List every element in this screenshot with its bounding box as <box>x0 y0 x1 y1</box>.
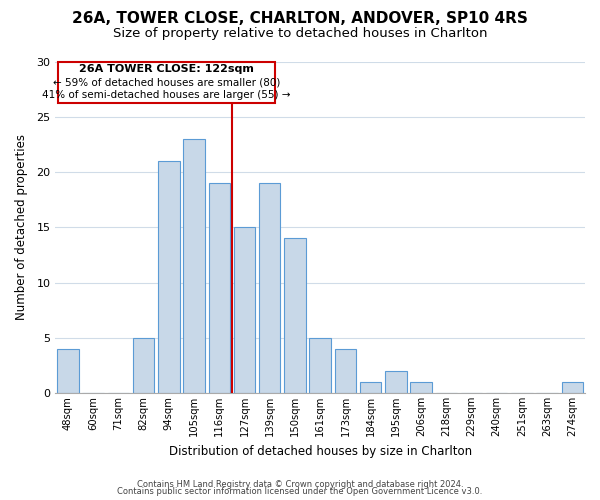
Bar <box>360 382 382 393</box>
Bar <box>57 349 79 393</box>
Text: 26A, TOWER CLOSE, CHARLTON, ANDOVER, SP10 4RS: 26A, TOWER CLOSE, CHARLTON, ANDOVER, SP1… <box>72 11 528 26</box>
Text: 41% of semi-detached houses are larger (55) →: 41% of semi-detached houses are larger (… <box>42 90 290 100</box>
Text: Size of property relative to detached houses in Charlton: Size of property relative to detached ho… <box>113 28 487 40</box>
Bar <box>335 349 356 393</box>
Text: 26A TOWER CLOSE: 122sqm: 26A TOWER CLOSE: 122sqm <box>79 64 254 74</box>
Text: ← 59% of detached houses are smaller (80): ← 59% of detached houses are smaller (80… <box>53 78 280 88</box>
Bar <box>410 382 432 393</box>
Bar <box>184 139 205 393</box>
X-axis label: Distribution of detached houses by size in Charlton: Distribution of detached houses by size … <box>169 444 472 458</box>
Bar <box>562 382 583 393</box>
Y-axis label: Number of detached properties: Number of detached properties <box>15 134 28 320</box>
Bar <box>310 338 331 393</box>
Text: Contains HM Land Registry data © Crown copyright and database right 2024.: Contains HM Land Registry data © Crown c… <box>137 480 463 489</box>
Bar <box>133 338 154 393</box>
Bar <box>284 238 305 393</box>
Bar <box>158 161 179 393</box>
Text: Contains public sector information licensed under the Open Government Licence v3: Contains public sector information licen… <box>118 488 482 496</box>
Bar <box>259 183 280 393</box>
Bar <box>234 228 255 393</box>
FancyBboxPatch shape <box>58 62 275 104</box>
Bar <box>209 183 230 393</box>
Bar <box>385 371 407 393</box>
